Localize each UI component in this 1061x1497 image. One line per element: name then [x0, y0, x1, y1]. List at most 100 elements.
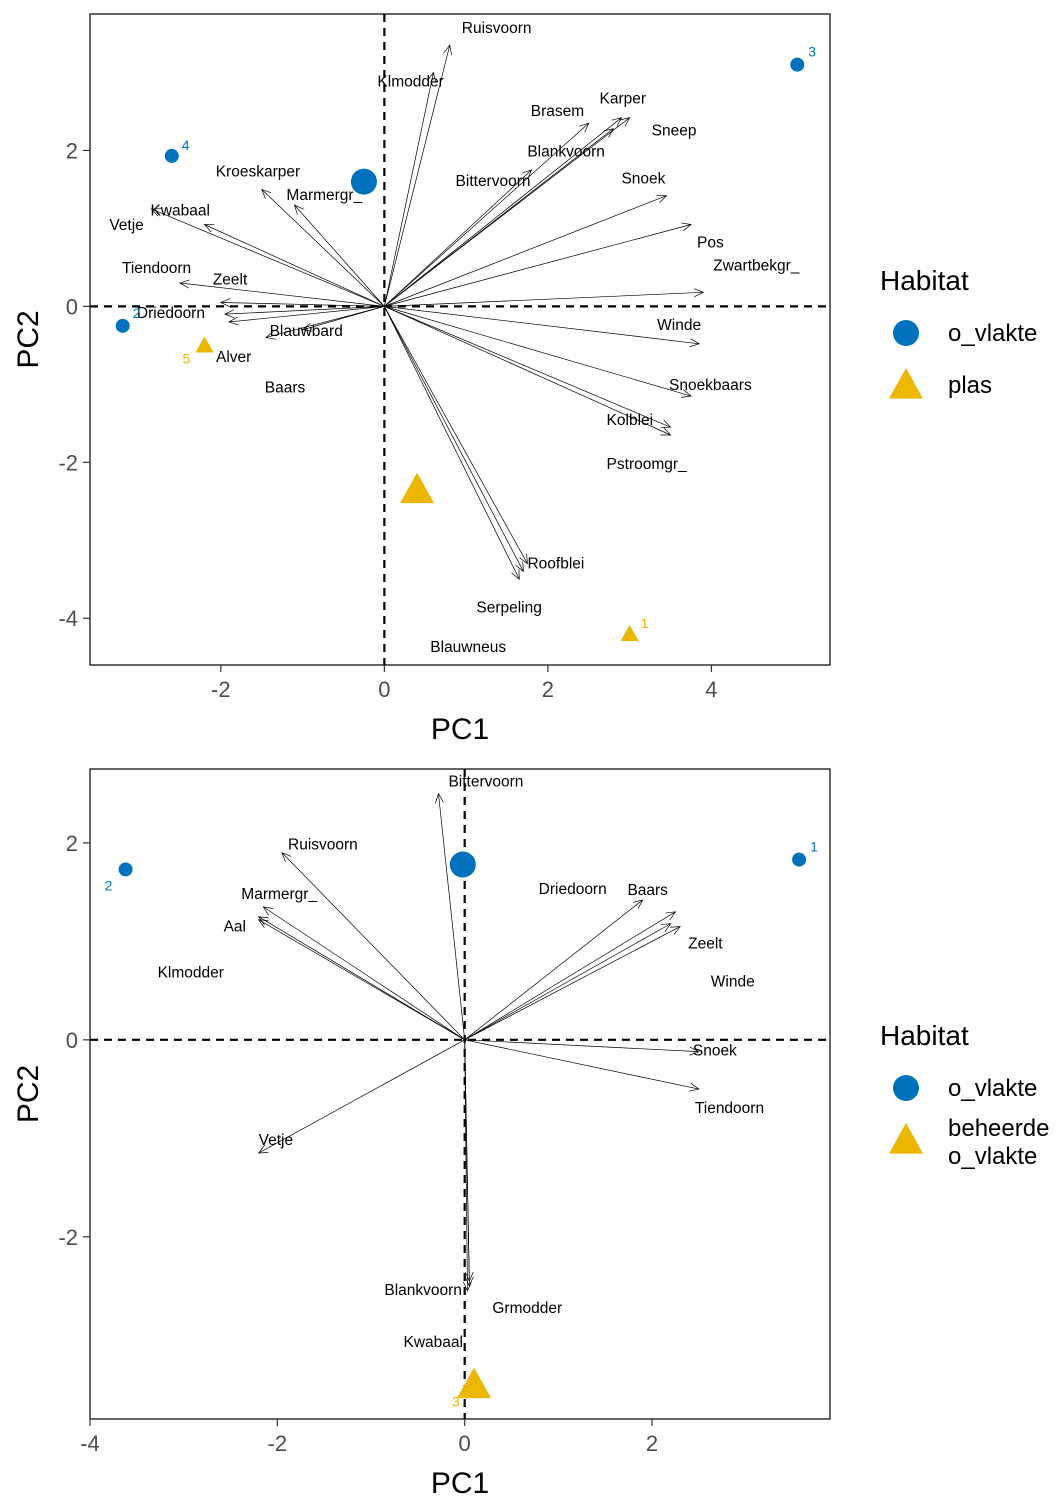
loading-arrowhead	[228, 316, 239, 326]
legend-label: o_vlakte	[948, 320, 1037, 347]
loading-arrow	[384, 291, 704, 307]
loading-arrow	[384, 306, 671, 428]
loading-label: Ruisvoorn	[462, 20, 532, 37]
loading-arrow	[263, 906, 465, 1041]
loading-arrowhead	[435, 792, 444, 804]
loading-arrowhead	[689, 1046, 700, 1056]
loading-arrowhead	[681, 389, 692, 398]
point-label: 2	[105, 877, 113, 893]
loading-label: Marmergr_	[241, 886, 317, 903]
loading-label: Blankvoorn	[384, 1282, 462, 1299]
point-triangle	[465, 1375, 484, 1392]
loading-arrowhead	[681, 222, 692, 232]
loading-arrow	[261, 189, 385, 307]
loading-label: Blankvoorn	[527, 144, 605, 161]
loading-label: Driedoorn	[539, 881, 607, 898]
loading-label: Snoek	[621, 171, 665, 188]
x-tick-label: 2	[646, 1431, 658, 1456]
loading-arrow	[464, 1039, 468, 1291]
loading-label: Aal	[224, 919, 246, 936]
loading-label: Bittervoorn	[448, 774, 523, 791]
x-tick-label: -2	[268, 1431, 288, 1456]
loading-label: Pstroomgr_	[607, 456, 687, 473]
x-tick-label: 4	[705, 677, 717, 702]
loading-arrow	[464, 899, 643, 1041]
loading-label: Sneep	[652, 123, 697, 140]
loading-arrow	[294, 204, 385, 307]
loading-arrowhead	[179, 279, 190, 289]
loading-arrow	[464, 926, 681, 1041]
loading-label: Vetje	[109, 217, 143, 234]
loading-arrowhead	[660, 419, 672, 428]
y-tick-label: 2	[66, 831, 78, 856]
biplot-panel-1: -2 0 2 4 -4 -2 0 2 PC1 PC2 Ruisvoorn Klmodder Brasem…	[12, 13, 1037, 746]
x-tick-label: 0	[459, 1431, 471, 1456]
point-triangle	[620, 624, 639, 642]
biplot-panel-2: -4 -2 0 2 -2 0 2 PC1 PC2 Bittervoorn Ruisvoorn Marm…	[12, 768, 1049, 1497]
x-tick-label: 0	[378, 677, 390, 702]
loading-arrow	[204, 224, 385, 307]
loading-label: Tiendoorn	[122, 260, 191, 277]
loading-arrowhead	[443, 44, 452, 56]
x-axis-title: PC1	[431, 713, 489, 746]
loading-arrow	[384, 72, 434, 307]
loading-label: Roofblei	[527, 556, 584, 573]
loading-arrow	[384, 169, 532, 307]
loading-arrow	[384, 306, 520, 580]
loading-arrow	[384, 306, 692, 397]
loading-arrowhead	[689, 1082, 700, 1092]
legend-title: Habitat	[880, 265, 969, 296]
legend-key-circle	[893, 320, 919, 346]
loading-label: Vetje	[259, 1132, 293, 1149]
loading-arrow	[464, 1039, 699, 1090]
x-tick-label: 2	[542, 677, 554, 702]
loading-label: Zwartbekgr_	[713, 257, 800, 274]
loading-arrowhead	[150, 208, 162, 217]
plot-frame	[89, 13, 831, 666]
loading-label: Kwabaal	[150, 203, 209, 220]
loading-label: Zeelt	[213, 271, 248, 288]
x-tick-label: -2	[211, 677, 231, 702]
loading-label: Brasem	[531, 103, 584, 120]
y-tick-label: -2	[58, 1225, 78, 1250]
loading-arrow	[151, 208, 385, 307]
loading-arrow	[464, 923, 671, 1041]
loading-arrowhead	[224, 309, 235, 319]
point-label: 1	[810, 839, 818, 855]
loading-arrow	[228, 306, 385, 323]
loading-label: Pos	[697, 235, 724, 252]
loading-arrowhead	[611, 117, 623, 127]
x-axis-title: PC1	[431, 1467, 489, 1497]
legend-key-triangle	[889, 1123, 923, 1154]
loading-arrow	[384, 117, 622, 307]
loading-arrowhead	[261, 188, 272, 199]
loading-arrowhead	[264, 331, 276, 340]
loading-arrowhead	[203, 224, 215, 233]
point-label: 3	[452, 1394, 460, 1410]
loading-arrow	[220, 302, 385, 307]
point-circle	[118, 862, 133, 877]
loading-label: Driedoorn	[137, 305, 205, 322]
point-label: 4	[182, 137, 190, 153]
loading-arrowhead	[515, 561, 524, 573]
loading-arrowhead	[632, 899, 644, 909]
loading-arrowhead	[262, 906, 274, 916]
loading-arrow	[384, 224, 692, 307]
y-axis-title: PC2	[12, 310, 45, 368]
loading-label: Ruisvoorn	[288, 837, 358, 854]
y-tick-label: -4	[58, 606, 78, 631]
point-circle	[792, 852, 807, 867]
y-tick-label: 0	[66, 1028, 78, 1053]
loading-arrow	[384, 128, 614, 307]
loading-arrowhead	[257, 919, 269, 929]
loading-arrow	[464, 1039, 699, 1053]
loading-arrow	[179, 282, 385, 307]
loading-arrowhead	[579, 122, 590, 133]
loading-label: Snoekbaars	[669, 377, 752, 394]
legend-label: plas	[948, 372, 992, 399]
loading-arrowhead	[281, 852, 292, 863]
loading-label: Baars	[265, 380, 306, 397]
loading-arrow	[258, 916, 465, 1041]
loading-arrow	[224, 306, 385, 315]
